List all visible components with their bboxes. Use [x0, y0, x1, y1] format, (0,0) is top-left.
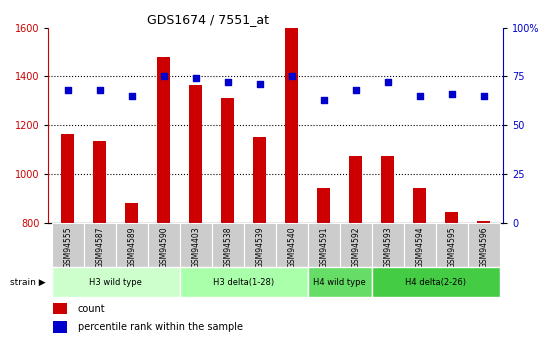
Point — [479, 93, 488, 99]
Bar — [157, 57, 170, 223]
Bar — [285, 28, 298, 223]
Text: H4 delta(2-26): H4 delta(2-26) — [405, 277, 466, 287]
Bar — [83, 223, 116, 267]
Bar — [413, 188, 426, 223]
Text: H4 wild type: H4 wild type — [313, 277, 366, 287]
Bar — [381, 156, 394, 223]
Bar — [349, 156, 362, 223]
Bar — [340, 223, 372, 267]
Point — [128, 93, 136, 99]
Bar — [244, 223, 276, 267]
Bar — [404, 223, 436, 267]
Bar — [180, 223, 211, 267]
Bar — [221, 98, 234, 223]
Bar — [317, 188, 330, 223]
Bar — [53, 303, 67, 314]
Point — [256, 81, 264, 87]
Text: count: count — [78, 304, 105, 314]
Point — [63, 87, 72, 93]
Text: GSM94587: GSM94587 — [95, 226, 104, 268]
Bar — [52, 267, 180, 297]
Text: H3 delta(1-28): H3 delta(1-28) — [213, 277, 274, 287]
Point — [223, 79, 232, 85]
Text: GSM94589: GSM94589 — [127, 226, 136, 268]
Point — [320, 97, 328, 102]
Text: GSM94596: GSM94596 — [479, 226, 489, 268]
Bar — [61, 134, 74, 223]
Text: H3 wild type: H3 wild type — [89, 277, 142, 287]
Bar — [445, 211, 458, 223]
Point — [159, 73, 168, 79]
Text: GSM94590: GSM94590 — [159, 226, 168, 268]
Bar — [372, 223, 404, 267]
Text: GSM94595: GSM94595 — [447, 226, 456, 268]
Text: GDS1674 / 7551_at: GDS1674 / 7551_at — [146, 13, 268, 26]
Bar — [253, 137, 266, 223]
Point — [95, 87, 104, 93]
Point — [384, 79, 392, 85]
Text: strain ▶: strain ▶ — [10, 277, 46, 287]
Text: GSM94591: GSM94591 — [319, 226, 328, 268]
Bar — [52, 223, 83, 267]
Bar — [372, 267, 500, 297]
Text: GSM94592: GSM94592 — [351, 226, 360, 268]
Bar — [180, 267, 308, 297]
Point — [287, 73, 296, 79]
Bar — [308, 267, 372, 297]
Point — [415, 93, 424, 99]
Text: GSM94539: GSM94539 — [255, 226, 264, 268]
Bar — [53, 321, 67, 333]
Bar — [477, 221, 490, 223]
Bar — [147, 223, 180, 267]
Bar — [276, 223, 308, 267]
Bar — [436, 223, 468, 267]
Bar — [468, 223, 500, 267]
Text: GSM94540: GSM94540 — [287, 226, 296, 268]
Bar — [125, 203, 138, 223]
Text: GSM94594: GSM94594 — [415, 226, 424, 268]
Point — [192, 76, 200, 81]
Text: GSM94593: GSM94593 — [383, 226, 392, 268]
Point — [351, 87, 360, 93]
Text: percentile rank within the sample: percentile rank within the sample — [78, 322, 243, 332]
Bar — [308, 223, 340, 267]
Bar — [93, 141, 106, 223]
Point — [448, 91, 456, 97]
Bar — [211, 223, 244, 267]
Text: GSM94555: GSM94555 — [63, 226, 72, 268]
Text: GSM94403: GSM94403 — [191, 226, 200, 268]
Text: GSM94538: GSM94538 — [223, 226, 232, 268]
Bar — [116, 223, 147, 267]
Bar — [189, 85, 202, 223]
